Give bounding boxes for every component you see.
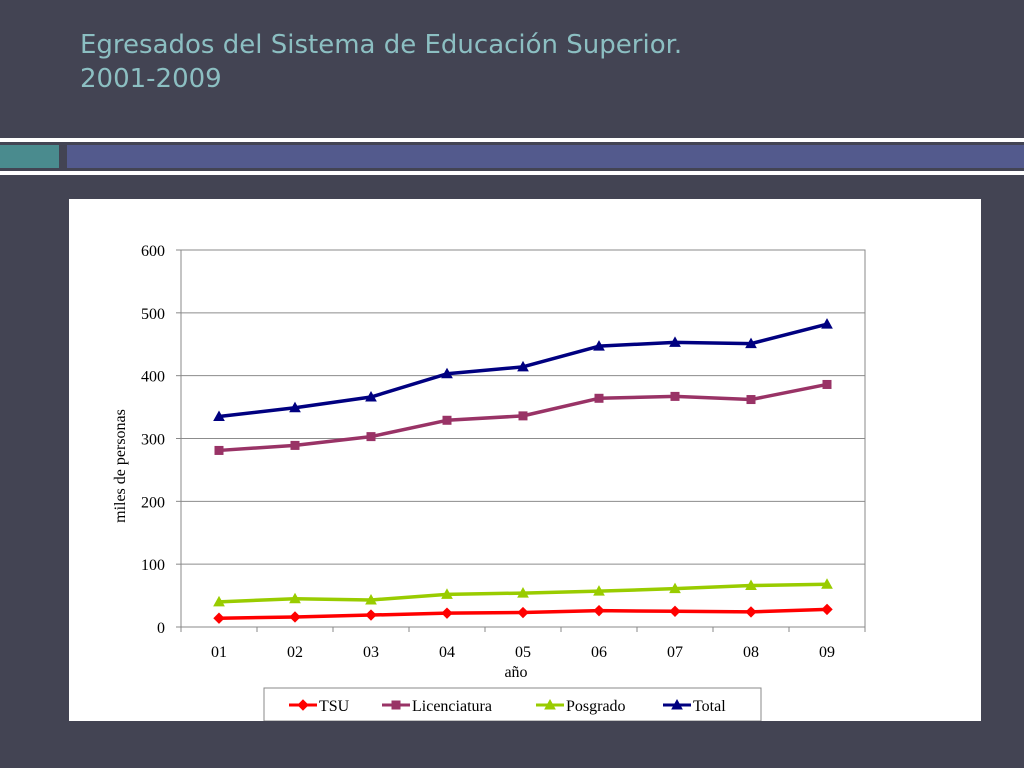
- legend-item-tsu: TSU: [289, 698, 350, 715]
- data-point: [213, 612, 225, 624]
- data-point: [518, 411, 528, 421]
- data-point: [593, 604, 605, 617]
- accent-band-teal: [0, 145, 59, 168]
- gridlines: [181, 312, 865, 565]
- data-point: [669, 582, 681, 594]
- accent-band-blue: [67, 145, 1024, 168]
- data-point: [213, 410, 225, 422]
- y-tick-label: 200: [141, 494, 165, 511]
- data-point: [821, 578, 833, 589]
- data-point: [821, 318, 833, 329]
- y-tick-label: 600: [141, 243, 165, 260]
- data-point: [213, 595, 225, 607]
- x-tick-label: 09: [819, 644, 835, 661]
- series-posgrado: [213, 578, 833, 607]
- y-tick-label: 400: [141, 369, 165, 386]
- x-tick-label: 01: [211, 644, 227, 661]
- x-tick-label: 06: [591, 644, 607, 661]
- data-point: [365, 391, 377, 402]
- chart-panel: 0 100 200 300 400 500 600 01 02 03 04 05 06 07 08 09 mi…: [69, 199, 981, 722]
- data-point: [593, 585, 605, 596]
- x-axis-label: año: [504, 664, 527, 681]
- data-point: [669, 336, 681, 347]
- data-point: [593, 340, 605, 351]
- x-tick-label: 08: [743, 644, 759, 661]
- data-point: [517, 360, 529, 372]
- legend-label: Total: [693, 698, 726, 715]
- data-point: [290, 440, 300, 450]
- legend-swatch-marker: [297, 699, 309, 711]
- legend-item-licenciatura: Licenciatura: [382, 698, 492, 715]
- legend: TSU Licenciatura Posgrado Total: [263, 687, 762, 722]
- data-point: [670, 391, 680, 401]
- y-tick-label: 300: [141, 432, 165, 449]
- data-point: [517, 606, 529, 619]
- data-point: [821, 603, 833, 616]
- slide-title-line-2: 2001-2009: [80, 64, 222, 94]
- data-point: [365, 593, 377, 605]
- y-tick-label: 100: [141, 557, 165, 574]
- slide-title-line-1: Egresados del Sistema de Educación Super…: [80, 30, 683, 60]
- y-tick-label: 0: [157, 620, 165, 637]
- data-point: [289, 611, 301, 623]
- data-point: [669, 605, 681, 617]
- legend-swatch-marker: [671, 698, 683, 710]
- legend-label: Licenciatura: [412, 698, 492, 715]
- x-tick-label: 07: [667, 644, 683, 661]
- data-point: [214, 445, 224, 455]
- data-point: [441, 588, 453, 599]
- series-lines: [213, 318, 833, 624]
- divider-line-top: [0, 138, 1024, 142]
- legend-label: Posgrado: [566, 698, 626, 715]
- data-point: [745, 579, 757, 591]
- data-point: [594, 393, 604, 403]
- data-point: [517, 587, 529, 598]
- legend-swatch-marker: [391, 700, 401, 710]
- data-point: [441, 367, 453, 379]
- data-point: [289, 401, 301, 413]
- y-axis-label: miles de personas: [112, 409, 129, 523]
- data-point: [745, 337, 757, 349]
- legend-item-posgrado: Posgrado: [536, 698, 626, 715]
- data-point: [441, 607, 453, 619]
- data-point: [365, 609, 377, 621]
- legend-item-total: Total: [663, 698, 726, 715]
- series-tsu: [213, 603, 833, 624]
- series-total: [213, 318, 833, 422]
- data-point: [366, 432, 376, 442]
- series-licenciatura: [214, 379, 832, 455]
- data-point: [822, 379, 832, 389]
- x-tick-label: 02: [287, 644, 303, 661]
- data-point: [442, 415, 452, 425]
- axes: 0 100 200 300 400 500 600 01 02 03 04 05 06 07 08 09: [141, 243, 866, 661]
- data-point: [289, 592, 301, 604]
- data-point: [745, 606, 757, 618]
- slide-title: Egresados del Sistema de Educación Super…: [80, 28, 682, 96]
- legend-swatch-marker: [544, 698, 556, 710]
- data-point: [746, 395, 756, 405]
- x-tick-label: 05: [515, 644, 531, 661]
- divider-line-bottom: [0, 171, 1024, 175]
- line-chart: 0 100 200 300 400 500 600 01 02 03 04 05 06 07 08 09 mi…: [112, 243, 866, 722]
- x-tick-label: 04: [439, 644, 455, 661]
- legend-label: TSU: [319, 698, 350, 715]
- x-tick-label: 03: [363, 644, 379, 661]
- y-tick-label: 500: [141, 306, 165, 323]
